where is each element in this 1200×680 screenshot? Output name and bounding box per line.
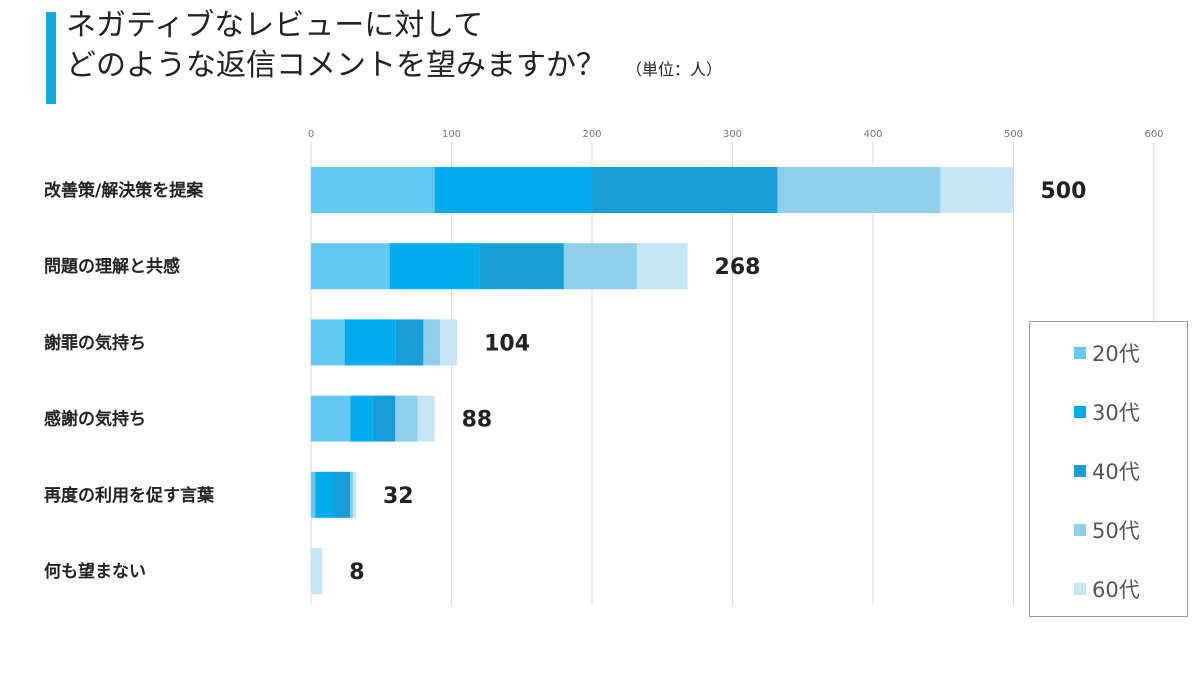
chart-title: ネガティブなレビューに対して どのような返信コメントを望みますか？ （単位：人） <box>46 6 722 104</box>
legend-swatch <box>1074 347 1086 359</box>
total-data-label: 32 <box>383 484 414 509</box>
legend-item: 30代 <box>1074 397 1140 427</box>
bar-segment <box>372 395 396 442</box>
legend-label: 60代 <box>1092 578 1140 602</box>
x-tick-label: 400 <box>863 129 882 140</box>
title-line-2: どのような返信コメントを望みますか？ （単位：人） <box>66 46 722 90</box>
category-label: 問題の理解と共感 <box>44 256 180 277</box>
bar-segment <box>395 395 418 442</box>
legend-swatch <box>1074 406 1086 418</box>
legend-swatch <box>1074 465 1086 477</box>
bar-segment <box>311 243 390 290</box>
total-data-label: 500 <box>1041 179 1087 204</box>
x-tick-label: 300 <box>723 129 742 140</box>
x-tick-label: 0 <box>308 129 314 140</box>
category-label: 感謝の気持ち <box>44 409 146 430</box>
bar-segment <box>563 243 637 290</box>
bar-segment <box>350 471 354 518</box>
category-label: 改善策/解決策を提案 <box>44 180 204 201</box>
bar-segment <box>350 395 373 442</box>
bar-segment <box>434 167 592 213</box>
bar-segment <box>315 471 334 518</box>
bar-segment <box>417 395 435 442</box>
total-data-label: 268 <box>715 255 761 280</box>
legend: 20代 30代 40代 50代 60代 <box>1029 321 1188 617</box>
bar-segment <box>311 319 345 366</box>
bar-segment <box>395 319 424 366</box>
legend-label: 30代 <box>1092 401 1140 425</box>
total-data-label: 8 <box>349 560 364 585</box>
bar-segment <box>333 471 351 518</box>
bar-segment <box>344 319 396 366</box>
legend-label: 20代 <box>1092 342 1140 366</box>
bar-segment <box>389 243 480 290</box>
bar-segment <box>311 548 323 594</box>
bar-segment <box>423 319 441 366</box>
total-data-label: 88 <box>462 408 493 433</box>
bar-segment <box>353 471 356 518</box>
bar-segment <box>311 395 351 442</box>
bar-segment <box>777 167 941 213</box>
bar-segment <box>311 471 316 518</box>
unit-label: （単位：人） <box>626 60 723 79</box>
category-label: 謝罪の気持ち <box>44 332 146 353</box>
x-tick-label: 100 <box>442 129 461 140</box>
title-accent-bar <box>46 12 56 104</box>
bar-segment <box>311 167 435 213</box>
bar-segment <box>440 319 458 366</box>
total-data-label: 104 <box>484 331 530 356</box>
category-label: 再度の利用を促す言葉 <box>44 485 215 506</box>
legend-swatch <box>1074 583 1086 595</box>
category-label: 何も望まない <box>44 561 146 582</box>
bar-segment <box>636 243 688 290</box>
legend-item: 50代 <box>1074 515 1140 545</box>
legend-item: 60代 <box>1074 574 1140 604</box>
bar-segment <box>940 167 1014 213</box>
x-tick-label: 600 <box>1144 129 1163 140</box>
title-line-2-text: どのような返信コメントを望みますか？ <box>66 48 606 83</box>
bar-segment <box>479 243 564 290</box>
title-line-1: ネガティブなレビューに対して <box>66 8 484 43</box>
bar-segment <box>592 167 778 213</box>
x-tick-label: 500 <box>1004 129 1023 140</box>
legend-label: 50代 <box>1092 519 1140 543</box>
legend-swatch <box>1074 524 1086 536</box>
legend-item: 20代 <box>1074 338 1140 368</box>
legend-item: 40代 <box>1074 456 1140 486</box>
legend-label: 40代 <box>1092 460 1140 484</box>
x-tick-label: 200 <box>582 129 601 140</box>
